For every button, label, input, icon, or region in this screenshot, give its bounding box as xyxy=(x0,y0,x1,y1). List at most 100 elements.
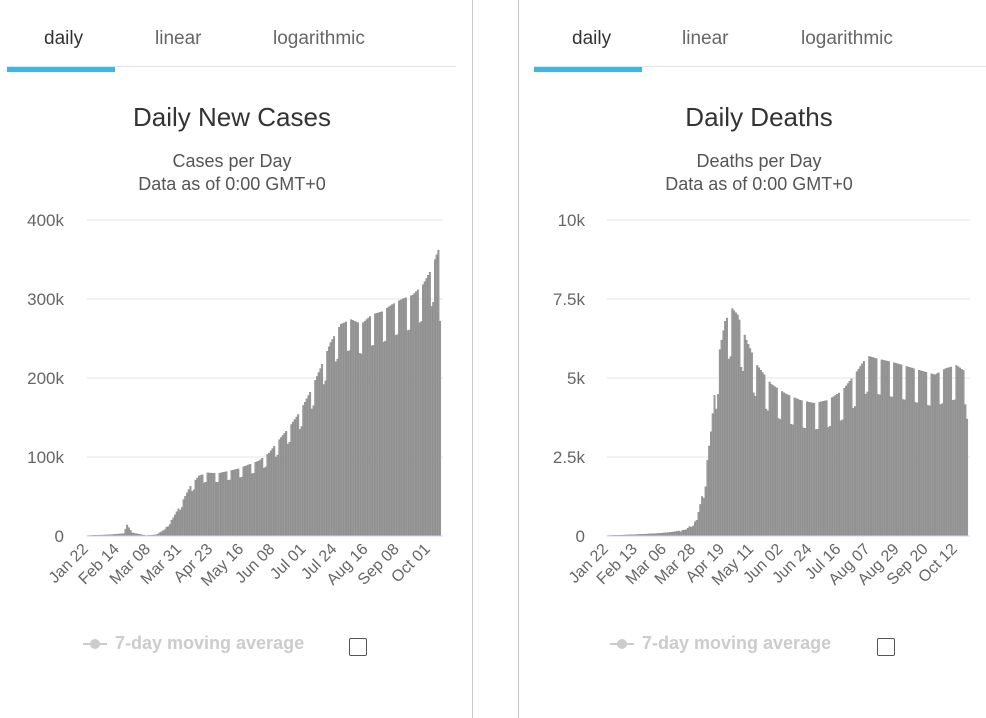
cases-bar[interactable] xyxy=(211,473,214,537)
deaths-bar[interactable] xyxy=(806,401,809,537)
cases-bar[interactable] xyxy=(319,368,322,537)
cases-bar[interactable] xyxy=(240,476,243,537)
cases-bar[interactable] xyxy=(201,474,204,537)
cases-bar[interactable] xyxy=(268,452,271,537)
cases-bar[interactable] xyxy=(215,482,218,537)
deaths-bar[interactable] xyxy=(893,362,896,537)
cases-bar[interactable] xyxy=(218,473,221,537)
deaths-bar[interactable] xyxy=(843,388,846,537)
deaths-bar[interactable] xyxy=(813,403,816,537)
cases-bar[interactable] xyxy=(435,254,438,537)
deaths-bar[interactable] xyxy=(786,394,789,537)
cases-bar[interactable] xyxy=(348,350,351,537)
deaths-bar[interactable] xyxy=(781,391,784,537)
cases-bar[interactable] xyxy=(196,477,199,537)
cases-bar[interactable] xyxy=(305,398,308,537)
deaths-bar[interactable] xyxy=(948,367,951,537)
deaths-bar[interactable] xyxy=(686,527,689,537)
deaths-bar[interactable] xyxy=(903,399,906,537)
deaths-bar[interactable] xyxy=(921,370,924,537)
deaths-bar[interactable] xyxy=(761,372,764,537)
cases-bar[interactable] xyxy=(416,289,419,537)
cases-bar[interactable] xyxy=(387,306,390,537)
deaths-bar[interactable] xyxy=(861,363,864,537)
deaths-bar[interactable] xyxy=(759,369,762,537)
cases-bar[interactable] xyxy=(266,454,269,537)
cases-bar[interactable] xyxy=(198,475,200,537)
deaths-bar[interactable] xyxy=(935,373,938,537)
deaths-bar[interactable] xyxy=(900,364,903,537)
cases-bar[interactable] xyxy=(389,305,392,537)
deaths-bar[interactable] xyxy=(741,371,744,537)
deaths-bar[interactable] xyxy=(868,356,871,537)
cases-bar[interactable] xyxy=(304,401,306,537)
deaths-bar[interactable] xyxy=(720,339,723,537)
deaths-bar[interactable] xyxy=(715,408,718,537)
deaths-bar[interactable] xyxy=(816,429,819,537)
cases-bar[interactable] xyxy=(345,321,348,537)
deaths-bar[interactable] xyxy=(950,366,953,537)
deaths-bar[interactable] xyxy=(795,398,798,537)
cases-bar[interactable] xyxy=(321,364,324,537)
cases-bar[interactable] xyxy=(374,313,377,537)
deaths-bar[interactable] xyxy=(727,358,730,537)
deaths-bar[interactable] xyxy=(862,361,865,537)
deaths-bar[interactable] xyxy=(731,308,734,537)
deaths-bar[interactable] xyxy=(850,378,853,537)
cases-bar[interactable] xyxy=(333,336,336,537)
cases-bar[interactable] xyxy=(264,466,267,537)
cases-bar[interactable] xyxy=(396,334,399,537)
cases-bar[interactable] xyxy=(227,480,229,537)
deaths-bar[interactable] xyxy=(884,360,887,537)
deaths-tab-linear[interactable]: linear xyxy=(682,28,729,49)
deaths-bar[interactable] xyxy=(834,395,837,537)
cases-bar[interactable] xyxy=(410,295,412,537)
deaths-bar[interactable] xyxy=(886,360,889,537)
deaths-bar[interactable] xyxy=(679,531,682,537)
cases-bar[interactable] xyxy=(312,405,315,537)
deaths-bar[interactable] xyxy=(809,402,812,537)
cases-bar[interactable] xyxy=(285,431,288,537)
cases-bar[interactable] xyxy=(170,520,173,537)
cases-bar[interactable] xyxy=(310,408,313,537)
cases-bar[interactable] xyxy=(437,249,440,537)
cases-bar[interactable] xyxy=(259,459,262,537)
cases-bar[interactable] xyxy=(353,320,356,537)
cases-bar[interactable] xyxy=(375,313,378,537)
cases-bar[interactable] xyxy=(251,473,253,537)
cases-tab-daily[interactable]: daily xyxy=(44,28,84,49)
deaths-bar[interactable] xyxy=(953,399,956,537)
cases-bar[interactable] xyxy=(384,340,387,537)
deaths-bar[interactable] xyxy=(958,367,961,537)
deaths-bar[interactable] xyxy=(779,419,782,537)
deaths-bar[interactable] xyxy=(802,427,805,537)
cases-bar[interactable] xyxy=(428,271,431,537)
cases-bar[interactable] xyxy=(377,312,380,537)
deaths-bar[interactable] xyxy=(702,497,705,537)
deaths-bar[interactable] xyxy=(793,397,796,537)
cases-bar[interactable] xyxy=(298,429,301,537)
cases-bar[interactable] xyxy=(256,461,259,537)
cases-bar[interactable] xyxy=(220,472,223,537)
cases-tab-linear[interactable]: linear xyxy=(155,28,202,49)
cases-bar[interactable] xyxy=(209,472,212,537)
deaths-bar[interactable] xyxy=(747,344,750,537)
cases-bar[interactable] xyxy=(261,458,264,537)
cases-bar[interactable] xyxy=(357,322,359,537)
deaths-bar[interactable] xyxy=(708,445,711,537)
cases-bar[interactable] xyxy=(351,320,354,537)
cases-bar[interactable] xyxy=(404,297,407,537)
cases-bar[interactable] xyxy=(242,466,245,537)
deaths-bar[interactable] xyxy=(766,410,769,537)
deaths-bar[interactable] xyxy=(878,394,881,537)
cases-bar[interactable] xyxy=(187,489,190,537)
deaths-bar[interactable] xyxy=(681,530,684,537)
cases-bar[interactable] xyxy=(254,462,257,537)
deaths-bar[interactable] xyxy=(871,357,874,537)
cases-bar[interactable] xyxy=(204,482,207,537)
cases-bar[interactable] xyxy=(179,509,182,537)
cases-bar[interactable] xyxy=(369,316,371,537)
cases-bar[interactable] xyxy=(425,278,428,537)
deaths-bar[interactable] xyxy=(713,395,716,537)
cases-bar[interactable] xyxy=(223,471,226,537)
